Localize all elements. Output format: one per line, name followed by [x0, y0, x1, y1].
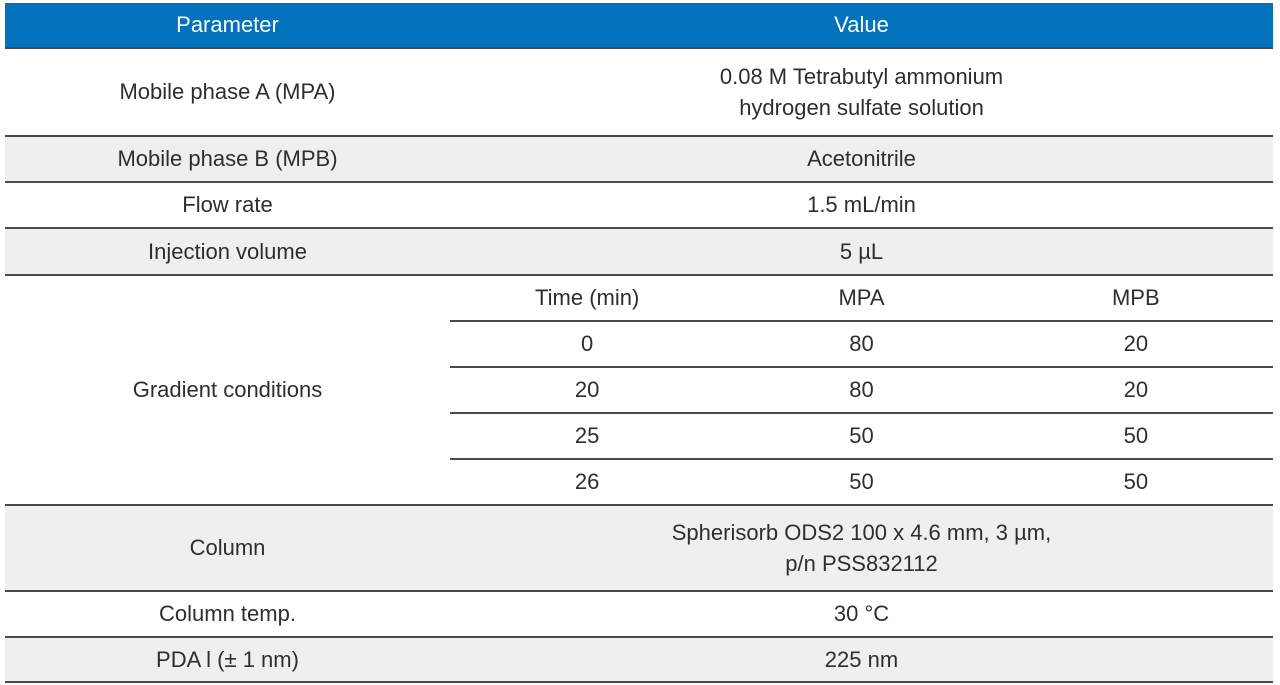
- value-line-2: hydrogen sulfate solution: [739, 95, 984, 120]
- gradient-col-header-time: Time (min): [535, 285, 640, 310]
- method-parameters-table: Parameter Value Mobile phase A (MPA) 0.0…: [5, 3, 1273, 683]
- value-cell: 30 °C: [833, 601, 890, 626]
- parameter-cell: Mobile phase B (MPB): [117, 146, 338, 171]
- gradient-data-row: 20 80 20: [450, 366, 1273, 412]
- gradient-cell-mpa: 50: [849, 469, 874, 494]
- parameter-cell: Flow rate: [182, 192, 273, 217]
- value-cell: 0.08 M Tetrabutyl ammonium hydrogen sulf…: [450, 61, 1273, 123]
- gradient-cell-mpb: 20: [1123, 331, 1149, 356]
- gradient-cell-mpa: 80: [849, 377, 874, 402]
- value-line-1: Spherisorb ODS2 100 x 4.6 mm, 3 µm,: [671, 520, 1052, 545]
- gradient-data-row: 25 50 50: [450, 412, 1273, 458]
- value-cell: 1.5 mL/min: [807, 192, 916, 217]
- table-row-mobile-phase-a: Mobile phase A (MPA) 0.08 M Tetrabutyl a…: [5, 47, 1273, 135]
- gradient-subtable: Time (min) MPA MPB 0 80 20 20 80 20 25 5…: [450, 276, 1273, 504]
- value-line-1: 0.08 M Tetrabutyl ammonium: [719, 64, 1004, 89]
- value-cell: 5 µL: [839, 238, 884, 264]
- table-row-gradient-conditions: Gradient conditions Time (min) MPA MPB 0…: [5, 274, 1273, 504]
- gradient-cell-time: 26: [574, 469, 600, 494]
- table-row-column-temp: Column temp. 30 °C: [5, 590, 1273, 636]
- value-line-2: p/n PSS832112: [785, 551, 938, 576]
- gradient-header-row: Time (min) MPA MPB: [450, 276, 1273, 320]
- parameter-cell: Mobile phase A (MPA): [119, 79, 336, 104]
- gradient-cell-mpa: 80: [849, 331, 874, 356]
- value-cell: Spherisorb ODS2 100 x 4.6 mm, 3 µm, p/n …: [450, 517, 1273, 579]
- gradient-cell-time: 0: [581, 331, 594, 356]
- table-row-pda-wavelength: PDA l (± 1 nm) 225 nm: [5, 636, 1273, 681]
- table-header-row: Parameter Value: [5, 3, 1273, 47]
- gradient-cell-mpb: 20: [1123, 377, 1149, 402]
- table-row-flow-rate: Flow rate 1.5 mL/min: [5, 181, 1273, 227]
- table-row-column: Column Spherisorb ODS2 100 x 4.6 mm, 3 µ…: [5, 504, 1273, 590]
- parameter-cell: PDA l (± 1 nm): [156, 646, 299, 672]
- parameter-cell: Column temp.: [159, 601, 296, 626]
- gradient-cell-mpa: 50: [849, 423, 874, 448]
- parameter-cell: Gradient conditions: [132, 377, 323, 402]
- gradient-cell-mpb: 50: [1123, 423, 1149, 448]
- gradient-cell-time: 25: [574, 423, 600, 448]
- column-header-parameter: Parameter: [176, 12, 279, 37]
- gradient-cell-time: 20: [574, 377, 600, 402]
- gradient-col-header-mpb: MPB: [1111, 285, 1160, 310]
- parameter-cell: Column: [189, 535, 266, 560]
- table-row-injection-volume: Injection volume 5 µL: [5, 227, 1273, 274]
- gradient-data-row: 0 80 20: [450, 320, 1273, 366]
- column-header-value: Value: [834, 12, 889, 37]
- gradient-data-row: 26 50 50: [450, 458, 1273, 504]
- value-cell: 225 nm: [824, 646, 899, 672]
- gradient-col-header-mpa: MPA: [838, 285, 885, 310]
- table-row-mobile-phase-b: Mobile phase B (MPB) Acetonitrile: [5, 135, 1273, 181]
- value-cell: Acetonitrile: [807, 146, 916, 171]
- gradient-cell-mpb: 50: [1123, 469, 1149, 494]
- parameter-cell: Injection volume: [148, 238, 307, 264]
